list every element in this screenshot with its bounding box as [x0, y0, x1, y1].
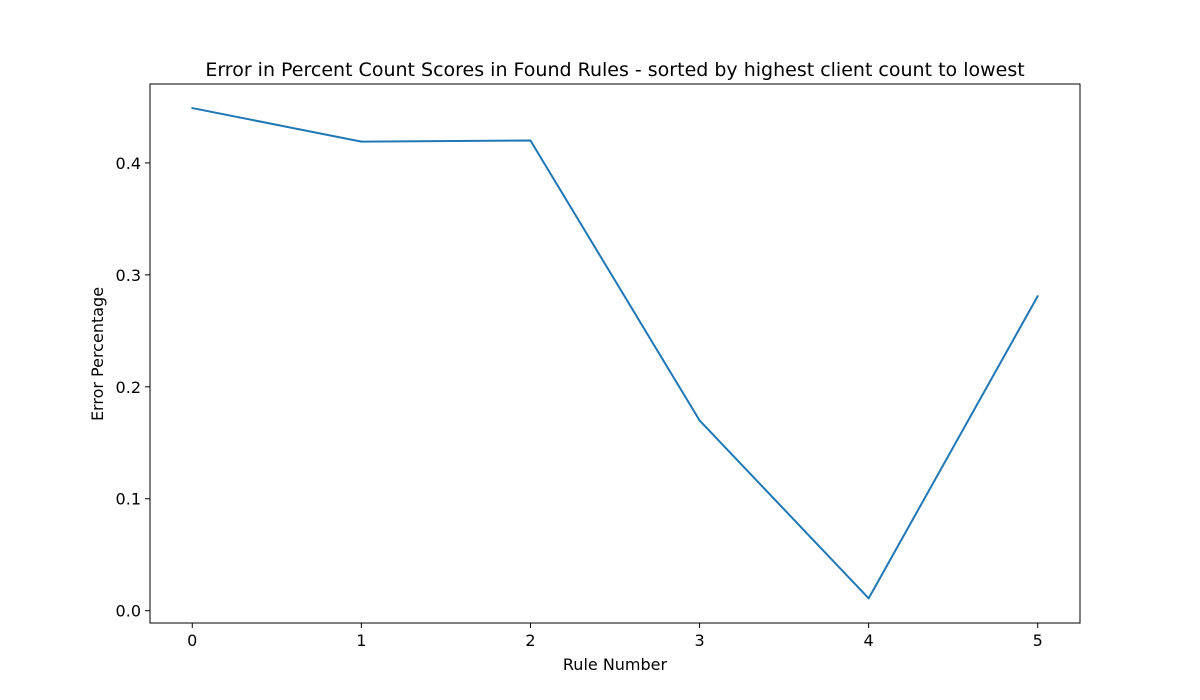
data-point: [698, 419, 701, 422]
y-tick-label: 0.3: [116, 266, 141, 285]
x-tick-label: 4: [864, 631, 874, 650]
y-tick-label: 0.1: [116, 490, 141, 509]
y-tick-label: 0.0: [116, 602, 141, 621]
data-point: [191, 107, 194, 110]
x-tick-label: 2: [525, 631, 535, 650]
x-tick-label: 5: [1033, 631, 1043, 650]
data-point: [360, 140, 363, 143]
data-point: [529, 139, 532, 142]
plot-area-frame: [149, 83, 1081, 624]
y-axis-label: Error Percentage: [88, 287, 107, 421]
chart-title: Error in Percent Count Scores in Found R…: [205, 59, 1024, 81]
x-tick-label: 0: [187, 631, 197, 650]
data-point: [1036, 295, 1039, 298]
y-axis: 0.0 0.1 0.2 0.3 0.4: [116, 154, 150, 621]
x-axis: 0 1 2 3 4 5: [187, 623, 1043, 650]
x-axis-label: Rule Number: [563, 655, 668, 674]
y-tick-label: 0.2: [116, 378, 141, 397]
x-tick-label: 1: [356, 631, 366, 650]
series-layer: [191, 107, 1039, 600]
data-point: [867, 597, 870, 600]
y-tick-label: 0.4: [116, 154, 141, 173]
x-tick-label: 3: [694, 631, 704, 650]
series-line-0: [192, 107, 1039, 600]
